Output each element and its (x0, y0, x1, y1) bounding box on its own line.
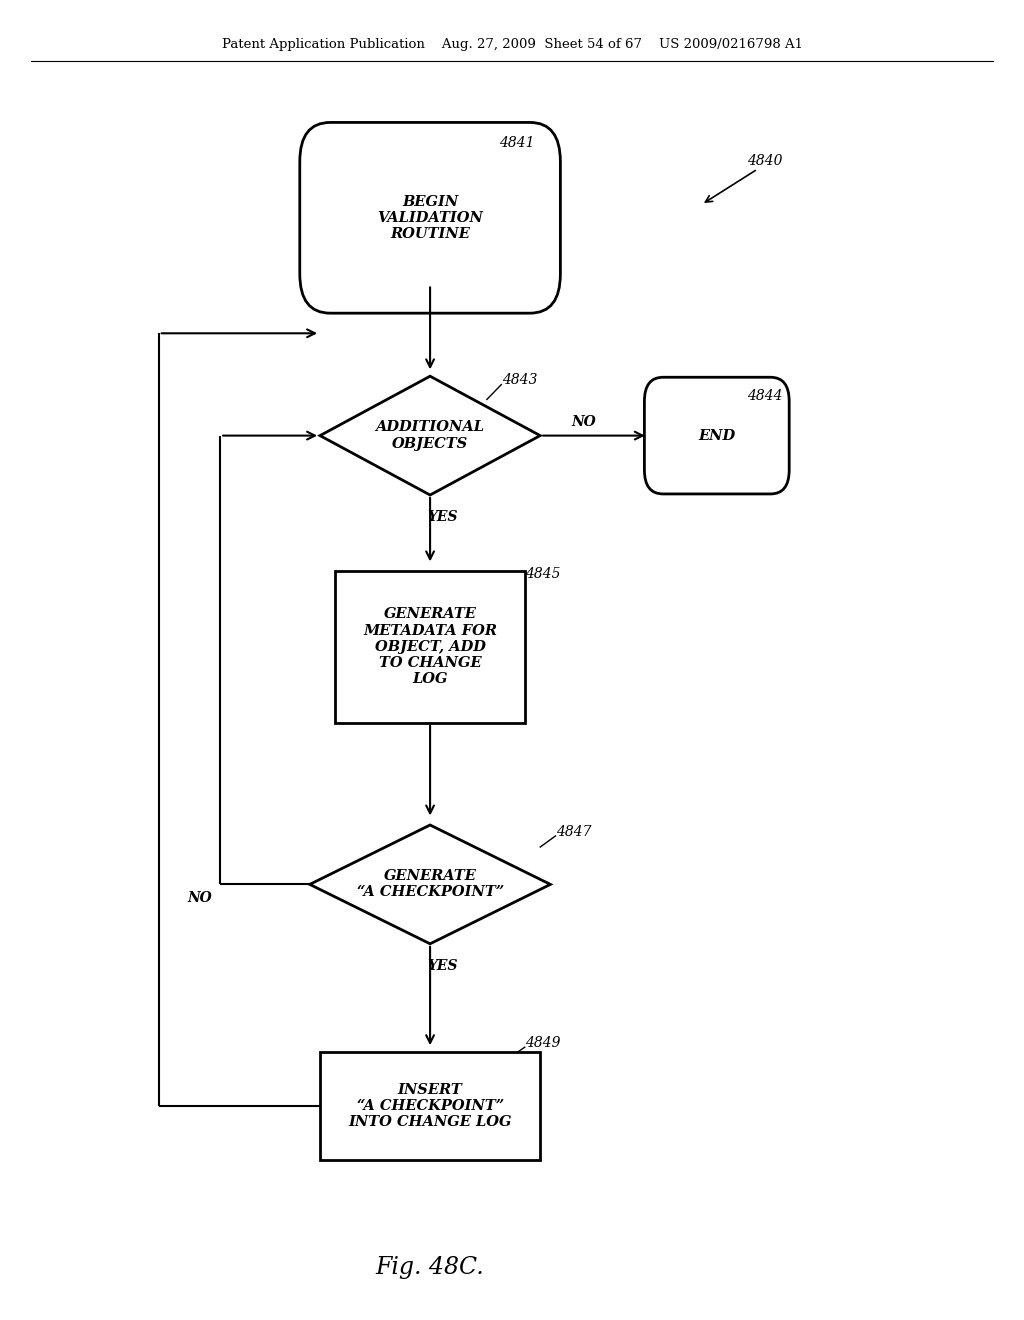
Bar (336, 570, 524, 722)
Text: GENERATE
METADATA FOR
OBJECT, ADD
TO CHANGE
LOG: GENERATE METADATA FOR OBJECT, ADD TO CHA… (364, 607, 497, 686)
Text: NO: NO (571, 416, 596, 429)
Text: 4844: 4844 (748, 389, 783, 403)
Text: END: END (698, 429, 735, 442)
Polygon shape (319, 376, 541, 495)
Text: 4843: 4843 (502, 374, 538, 387)
Text: Fig. 48C.: Fig. 48C. (376, 1255, 484, 1279)
Text: INSERT
“A CHECKPOINT”
INTO CHANGE LOG: INSERT “A CHECKPOINT” INTO CHANGE LOG (348, 1082, 512, 1130)
FancyBboxPatch shape (644, 378, 790, 494)
Text: Patent Application Publication    Aug. 27, 2009  Sheet 54 of 67    US 2009/02167: Patent Application Publication Aug. 27, … (221, 38, 803, 51)
Text: 4849: 4849 (525, 1036, 561, 1049)
Text: YES: YES (427, 960, 458, 973)
Text: YES: YES (427, 511, 458, 524)
Text: ADDITIONAL
OBJECTS: ADDITIONAL OBJECTS (376, 421, 484, 450)
Text: 4841: 4841 (499, 136, 535, 149)
Text: 4840: 4840 (748, 154, 783, 168)
Text: BEGIN
VALIDATION
ROUTINE: BEGIN VALIDATION ROUTINE (377, 194, 483, 242)
FancyBboxPatch shape (300, 123, 560, 313)
Text: 4845: 4845 (525, 568, 561, 581)
Polygon shape (309, 825, 551, 944)
Text: GENERATE
“A CHECKPOINT”: GENERATE “A CHECKPOINT” (356, 870, 504, 899)
Bar (319, 1052, 541, 1160)
Text: 4847: 4847 (556, 825, 592, 838)
Text: NO: NO (187, 891, 212, 904)
